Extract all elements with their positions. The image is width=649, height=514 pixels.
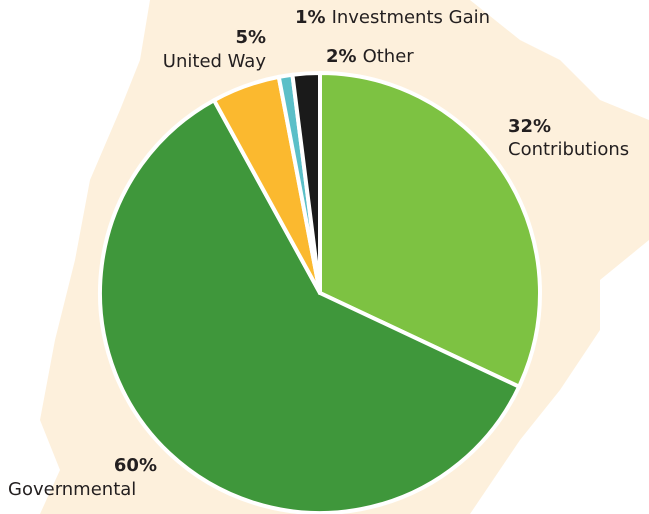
slice-percent: 5%: [235, 27, 266, 48]
slice-name: Investments Gain: [332, 7, 490, 28]
slice-name: Other: [363, 46, 415, 67]
pie: [98, 71, 542, 514]
slice-percent: 32%: [508, 116, 551, 137]
slice-name: Governmental: [8, 479, 136, 500]
slice: [318, 71, 542, 389]
slice-label: 2% Other: [326, 46, 414, 67]
slice-name: United Way: [163, 51, 267, 72]
slice-percent: 60%: [114, 455, 157, 476]
labels: 32%Contributions 60% Governmental 5% United …: [8, 7, 629, 500]
slice-percent: 1%: [295, 7, 326, 28]
background-map: [560, 230, 610, 300]
slice-label: 1% Investments Gain: [295, 7, 490, 28]
slice: [290, 71, 322, 295]
slice-percent: 2%: [326, 46, 357, 67]
slice: [98, 98, 522, 514]
slice-name: Contributions: [508, 139, 629, 160]
